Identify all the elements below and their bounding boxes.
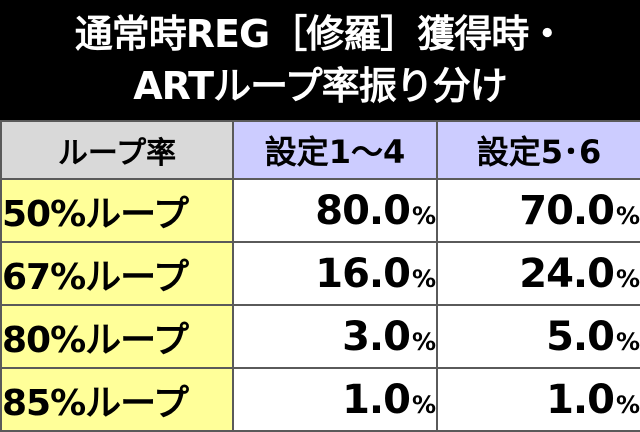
value-unit: % bbox=[411, 264, 436, 293]
header-setting-5-6: 設定5･6 bbox=[436, 120, 640, 180]
table-row: 67%ループ 16.0% 24.0% bbox=[0, 241, 640, 306]
row-label: 67%ループ bbox=[0, 241, 234, 306]
value-cell-setting-5-6: 5.0% bbox=[436, 304, 640, 369]
value-cell-setting-1-4: 1.0% bbox=[232, 367, 438, 432]
value-unit: % bbox=[615, 201, 640, 230]
value-number: 80.0 bbox=[315, 187, 411, 234]
table-row: 80%ループ 3.0% 5.0% bbox=[0, 304, 640, 369]
value-number: 1.0 bbox=[546, 376, 615, 423]
value-unit: % bbox=[615, 390, 640, 419]
value-cell-setting-1-4: 3.0% bbox=[232, 304, 438, 369]
title-line-2: ARTループ率振り分け bbox=[133, 64, 508, 108]
value-unit: % bbox=[615, 327, 640, 356]
value-number: 5.0 bbox=[546, 313, 615, 360]
value-number: 24.0 bbox=[519, 250, 615, 297]
value-unit: % bbox=[411, 390, 436, 419]
value-number: 70.0 bbox=[519, 187, 615, 234]
header-setting-1-4: 設定1～4 bbox=[232, 120, 438, 180]
row-label: 80%ループ bbox=[0, 304, 234, 369]
value-unit: % bbox=[411, 327, 436, 356]
value-cell-setting-5-6: 1.0% bbox=[436, 367, 640, 432]
value-unit: % bbox=[615, 264, 640, 293]
value-cell-setting-1-4: 80.0% bbox=[232, 178, 438, 243]
header-loop-rate: ループ率 bbox=[0, 120, 234, 180]
loop-rate-table: ループ率 設定1～4 設定5･6 50%ループ 80.0% 70.0% 67%ル… bbox=[0, 120, 640, 432]
value-cell-setting-5-6: 24.0% bbox=[436, 241, 640, 306]
table-row: 85%ループ 1.0% 1.0% bbox=[0, 367, 640, 432]
value-number: 16.0 bbox=[315, 250, 411, 297]
value-cell-setting-1-4: 16.0% bbox=[232, 241, 438, 306]
table-header-row: ループ率 設定1～4 設定5･6 bbox=[0, 120, 640, 180]
value-unit: % bbox=[411, 201, 436, 230]
title-line-1: 通常時REG［修羅］獲得時・ bbox=[74, 12, 566, 56]
table-row: 50%ループ 80.0% 70.0% bbox=[0, 178, 640, 243]
row-label: 85%ループ bbox=[0, 367, 234, 432]
value-number: 1.0 bbox=[342, 376, 411, 423]
title-banner: 通常時REG［修羅］獲得時・ ARTループ率振り分け bbox=[0, 0, 640, 120]
row-label: 50%ループ bbox=[0, 178, 234, 243]
value-cell-setting-5-6: 70.0% bbox=[436, 178, 640, 243]
value-number: 3.0 bbox=[342, 313, 411, 360]
